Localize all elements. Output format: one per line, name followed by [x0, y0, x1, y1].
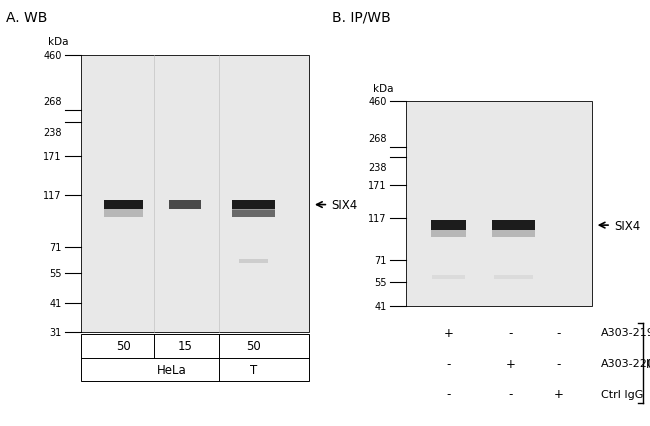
Bar — [169, 200, 202, 210]
Text: SIX4: SIX4 — [614, 219, 640, 232]
Text: 31: 31 — [49, 327, 62, 337]
Bar — [430, 231, 467, 238]
Text: 41: 41 — [374, 302, 387, 312]
Text: HeLa: HeLa — [157, 363, 187, 376]
Text: A303-220A: A303-220A — [601, 358, 650, 368]
Text: 71: 71 — [374, 255, 387, 265]
Bar — [104, 210, 143, 217]
Text: A. WB: A. WB — [6, 11, 48, 25]
Text: T: T — [250, 363, 257, 376]
Bar — [239, 259, 268, 263]
Text: +: + — [443, 326, 454, 339]
Text: kDa: kDa — [372, 84, 393, 94]
Text: -: - — [508, 326, 512, 339]
Text: 460: 460 — [44, 50, 62, 60]
Text: 117: 117 — [44, 191, 62, 201]
Text: -: - — [557, 357, 561, 370]
Text: 238: 238 — [369, 162, 387, 172]
Bar — [494, 275, 533, 279]
Text: 268: 268 — [369, 134, 387, 144]
Bar — [233, 200, 274, 210]
Text: 50: 50 — [246, 340, 261, 353]
Bar — [233, 211, 274, 218]
Text: 50: 50 — [116, 340, 131, 353]
Bar — [104, 200, 143, 210]
Bar — [430, 221, 467, 231]
Bar — [81, 334, 309, 381]
Text: 55: 55 — [49, 268, 62, 279]
Text: 238: 238 — [44, 127, 62, 137]
Text: 268: 268 — [44, 97, 62, 106]
Text: -: - — [557, 326, 561, 339]
Text: 71: 71 — [49, 242, 62, 252]
Text: 41: 41 — [49, 299, 62, 308]
Text: A303-219A: A303-219A — [601, 328, 650, 338]
Bar — [233, 210, 274, 217]
Text: -: - — [508, 388, 512, 400]
Text: IP: IP — [646, 357, 650, 370]
Bar — [493, 221, 534, 231]
Bar — [432, 275, 465, 279]
Text: B. IP/WB: B. IP/WB — [332, 11, 390, 25]
Text: -: - — [447, 388, 450, 400]
Bar — [406, 102, 592, 307]
Bar — [493, 231, 534, 238]
Bar — [81, 55, 309, 332]
Text: +: + — [505, 357, 515, 370]
Text: Ctrl IgG: Ctrl IgG — [601, 389, 644, 399]
Text: 460: 460 — [369, 97, 387, 107]
Text: kDa: kDa — [47, 37, 68, 47]
Text: 55: 55 — [374, 277, 387, 287]
Text: 171: 171 — [369, 181, 387, 191]
Text: 171: 171 — [44, 152, 62, 162]
Text: +: + — [554, 388, 564, 400]
Text: 15: 15 — [178, 340, 192, 353]
Text: 117: 117 — [369, 213, 387, 223]
Text: -: - — [447, 357, 450, 370]
Text: SIX4: SIX4 — [332, 199, 358, 212]
